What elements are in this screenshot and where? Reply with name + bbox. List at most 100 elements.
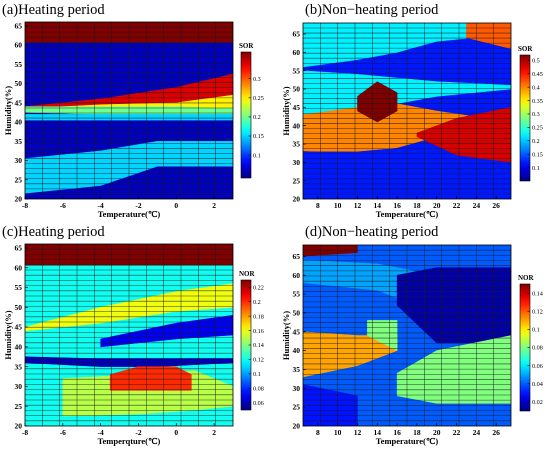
colorbar-tick-label: 0.15 [253, 133, 264, 140]
y-tick-label: 65 [293, 252, 301, 261]
colorbar-tick-label: 0.15 [532, 151, 543, 158]
x-tick-label: 12 [354, 428, 362, 437]
x-tick-label: 10 [334, 201, 342, 210]
y-tick-label: 45 [15, 98, 23, 107]
plot-frame [24, 21, 234, 200]
colorbar-label: SOR [239, 42, 254, 50]
panel-4: (d)Non−heating period 8 10 12 14 16 18 20 22 24 26… [281, 224, 543, 446]
panel-1: (a)Heating period -8 -6 -4 -2 0 2 20 25 30 35 40 45 5… [2, 2, 264, 219]
colorbar-tick-label: 0.08 [532, 345, 543, 352]
x-tick-label: 2 [212, 201, 216, 210]
x-tick-label: 20 [433, 201, 441, 210]
colorbar-tick-label: 0.06 [253, 400, 264, 407]
x-tick-label: 14 [374, 428, 382, 437]
y-tick-label: 55 [293, 66, 301, 75]
colorbar-tick-label: 0.3 [253, 76, 261, 83]
y-tick-label: 55 [15, 283, 23, 292]
x-tick-label: 18 [413, 428, 421, 437]
x-tick-label: 20 [433, 428, 441, 437]
x-tick-label: 24 [473, 428, 481, 437]
colorbar-tick-label: 0.16 [253, 328, 264, 335]
y-tick-label: 25 [15, 175, 23, 184]
heatmap-area [25, 22, 233, 199]
colorbar-tick-label: 0.2 [253, 114, 261, 121]
y-axis-label: Humidity(%) [281, 311, 291, 360]
colorbar-tick-label: 0.14 [532, 290, 543, 297]
y-tick-label: 45 [15, 323, 23, 332]
plot-frame [302, 244, 512, 427]
panel-title: (d)Non−heating period [305, 224, 439, 240]
y-tick-label: 45 [293, 103, 301, 112]
colorbar-tick-label: 0.18 [253, 313, 264, 320]
heatmap-area [303, 23, 511, 199]
y-tick-label: 20 [293, 195, 301, 204]
y-tick-label: 35 [15, 137, 23, 146]
colorbar-tick-label: 0.25 [532, 125, 543, 132]
y-tick-label: 20 [293, 422, 301, 431]
x-axis-label: Temperature(℃) [98, 209, 161, 219]
y-tick-label: 20 [15, 195, 23, 204]
y-tick-label: 65 [293, 30, 301, 39]
colorbar-tick-label: 0.06 [532, 363, 543, 370]
plot-frame [302, 22, 512, 200]
colorbar-tick-label: 0.25 [253, 95, 264, 102]
x-tick-label: 16 [393, 428, 401, 437]
x-axis-label: Temperature(℃) [376, 209, 439, 219]
colorbar-tick-label: 0.35 [532, 98, 543, 105]
y-tick-label: 40 [293, 346, 301, 355]
colorbar-tick-label: 0.1 [532, 327, 540, 334]
y-tick-label: 50 [15, 79, 23, 88]
y-tick-label: 65 [15, 244, 23, 253]
y-tick-label: 60 [15, 263, 23, 272]
y-tick-label: 55 [15, 60, 23, 69]
y-tick-label: 40 [15, 118, 23, 127]
heatmap-region [303, 245, 358, 257]
x-tick-label: -2 [135, 428, 141, 437]
panel-title: (a)Heating period [2, 2, 105, 18]
panel-3: (c)Heating period -8 -6 -4 -2 0 2 20 25 30 35 40 45 5… [2, 224, 264, 446]
plot-frame [24, 243, 234, 427]
x-tick-label: -8 [22, 201, 28, 210]
x-tick-label: 8 [316, 201, 320, 210]
colorbar [519, 54, 531, 182]
y-tick-label: 30 [15, 382, 23, 391]
x-axis-label: Temperature(℃) [376, 436, 439, 446]
colorbar-label: SOR [518, 45, 533, 53]
panel-title: (b)Non−heating period [305, 2, 439, 18]
y-tick-label: 30 [293, 384, 301, 393]
colorbar-tick-label: 0.22 [253, 284, 264, 291]
colorbar-tick-label: 0.1 [532, 165, 540, 172]
colorbar-tick-label: 0.2 [253, 299, 261, 306]
x-tick-label: 24 [473, 201, 481, 210]
y-tick-label: 50 [293, 308, 301, 317]
x-tick-label: 0 [174, 201, 178, 210]
y-tick-label: 25 [15, 402, 23, 411]
y-tick-label: 65 [15, 21, 23, 30]
y-tick-label: 35 [293, 140, 301, 149]
y-tick-label: 40 [293, 121, 301, 130]
colorbar [240, 51, 252, 179]
y-axis-label: Humidity(%) [3, 310, 13, 359]
y-axis-label: Humidity(%) [281, 86, 291, 135]
y-tick-label: 60 [15, 41, 23, 50]
x-tick-label: 14 [374, 201, 382, 210]
heatmap-region [100, 314, 233, 348]
y-tick-label: 30 [293, 158, 301, 167]
colorbar-tick-label: 0.45 [532, 71, 543, 78]
y-tick-label: 35 [15, 362, 23, 371]
colorbar-tick-label: 0.02 [532, 399, 543, 406]
colorbar-tick-label: 0.14 [253, 342, 264, 349]
x-tick-label: -6 [60, 428, 66, 437]
colorbar-label: NOR [518, 274, 535, 282]
heatmap-region [357, 81, 398, 123]
colorbar-tick-label: 0.1 [253, 152, 261, 159]
heatmap-area [25, 244, 233, 426]
x-tick-label: 26 [492, 428, 500, 437]
y-tick-label: 50 [293, 85, 301, 94]
y-tick-label: 35 [293, 365, 301, 374]
x-tick-label: -4 [98, 201, 104, 210]
colorbar-tick-label: 0.12 [532, 308, 543, 315]
heatmap-area [303, 245, 511, 426]
panel-title: (c)Heating period [2, 224, 105, 240]
x-tick-label: -4 [98, 428, 104, 437]
